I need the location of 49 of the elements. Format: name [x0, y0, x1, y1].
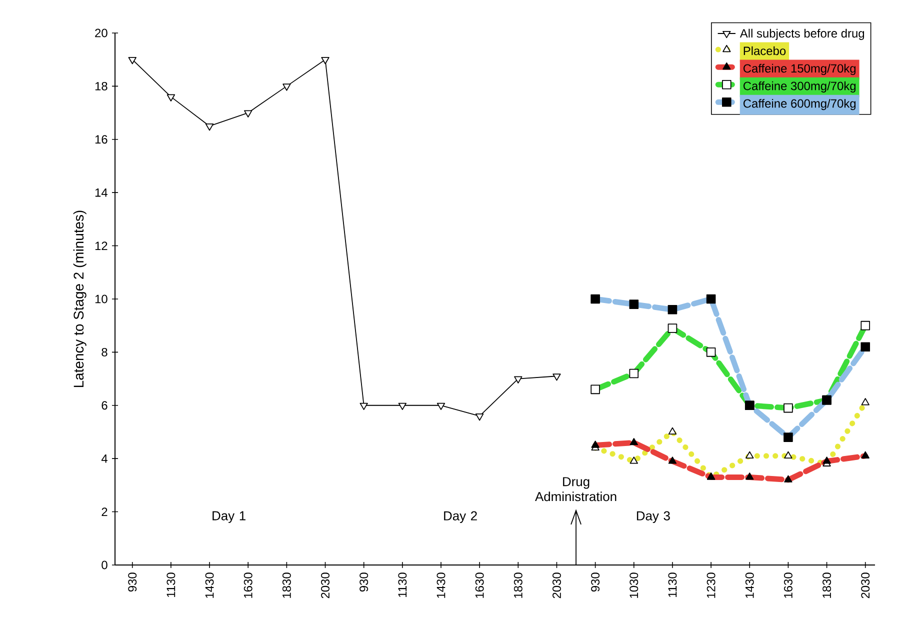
y-axis-title: Latency to Stage 2 (minutes) — [73, 210, 86, 387]
x-tick-label: 1830 — [822, 572, 832, 598]
annotation: Day 2 — [444, 511, 477, 523]
x-tick-label: 930 — [128, 572, 137, 592]
y-tick-label: 2 — [102, 508, 108, 516]
x-tick-label: 1830 — [282, 572, 291, 598]
point — [514, 376, 522, 384]
point — [205, 124, 214, 131]
x-tick-label: 1130 — [668, 572, 677, 597]
x-tick-label: 2030 — [861, 572, 870, 598]
y-tick-label: 4 — [101, 454, 108, 463]
x-tick-label: 1630 — [475, 572, 484, 598]
y-tick-label: 0 — [102, 560, 108, 570]
point — [282, 84, 291, 91]
x-tick-label: 1430 — [436, 572, 446, 598]
point — [321, 57, 330, 64]
legend-label: Placebo — [744, 46, 786, 56]
point — [552, 374, 561, 381]
legend-label: Caffeine 150mg/70kg — [743, 64, 856, 76]
legend-label: Caffeine 300mg/70kg — [743, 81, 856, 93]
point — [244, 110, 252, 118]
x-tick-label: 2030 — [552, 572, 561, 598]
x-tick-label: 1130 — [166, 572, 176, 597]
annotation: Day 1 — [212, 511, 246, 523]
y-tick-label: 12 — [95, 242, 108, 250]
legend-label: Caffeine 600mg/70kg — [743, 98, 856, 110]
x-tick-label: 930 — [591, 572, 600, 592]
annotation: Drug Administration — [535, 477, 616, 502]
x-tick-label: 930 — [360, 572, 368, 592]
x-tick-label: 1430 — [745, 572, 754, 598]
legend-label: All subjects before drug — [740, 28, 864, 40]
x-tick-label: 1830 — [514, 572, 522, 598]
y-tick-label: 8 — [102, 348, 108, 356]
x-tick-label: 1130 — [398, 572, 407, 597]
point — [166, 94, 176, 102]
y-tick-label: 14 — [95, 188, 108, 197]
y-tick-label: 20 — [95, 28, 108, 38]
x-tick-label: 2030 — [321, 572, 330, 598]
annotation: Day 3 — [636, 511, 670, 523]
x-tick-label: 1630 — [244, 572, 252, 598]
x-tick-label: 1630 — [784, 572, 792, 598]
point — [128, 57, 136, 64]
y-tick-label: 6 — [102, 401, 108, 410]
y-tick-label: 10 — [95, 294, 108, 304]
x-tick-label: 1430 — [205, 572, 214, 598]
y-tick-label: 16 — [95, 135, 108, 144]
x-tick-label: 1230 — [706, 572, 716, 598]
x-tick-label: 1030 — [630, 572, 638, 598]
y-tick-label: 18 — [95, 82, 108, 90]
